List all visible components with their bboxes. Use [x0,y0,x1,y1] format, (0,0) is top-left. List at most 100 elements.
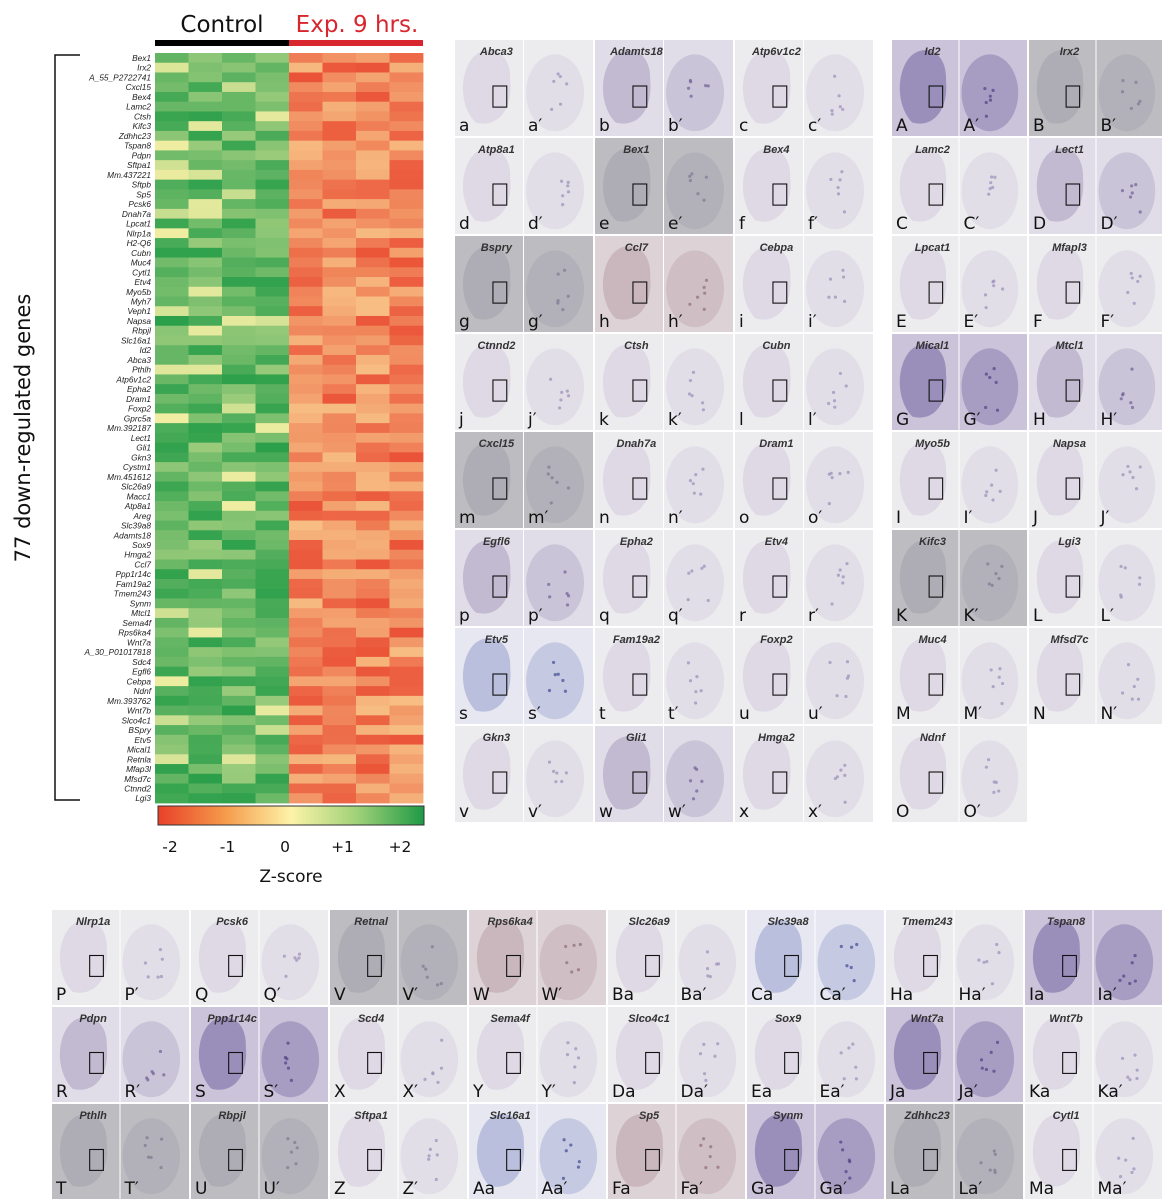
stain-dot [836,192,841,196]
heatmap-cell [322,345,357,356]
stain-dot [1000,564,1004,568]
heatmap-cell [322,617,357,629]
heatmap-cell [188,101,223,112]
heatmap-cell [188,423,223,434]
stain-dot [576,968,581,972]
heatmap-cell [289,569,323,580]
heatmap-cell [389,481,424,492]
stain-dot [991,498,995,502]
stain-dot [285,1057,289,1061]
panel-letter-prime: d′ [528,214,543,234]
stain-dot [159,1137,164,1141]
embryo-shape [1032,1017,1081,1090]
heatmap-cell [155,247,189,258]
stain-dot [690,569,694,573]
heatmap-cell [255,315,290,327]
tissue-shape [526,642,585,720]
heatmap-cell [222,569,256,580]
stain-dot [556,72,560,76]
panel-letter-prime: M′ [964,704,983,724]
stain-dot [838,178,842,182]
heatmap-cell [255,598,290,609]
embryo-shape [462,736,511,810]
heatmap-cell [356,238,390,249]
zoom-box [1065,575,1081,598]
heatmap-cell [188,725,223,736]
heatmap-cell [389,520,424,531]
heatmap-cell [356,569,390,580]
stain-dot [1135,1076,1139,1081]
heatmap-cell [322,754,357,765]
heatmap-cell [222,228,256,239]
heatmap-cell [188,403,223,414]
heatmap-cell [255,510,290,521]
heatmap-cell [255,462,290,473]
heatmap-cell [188,666,223,677]
stain-dot [555,480,559,484]
heatmap-cell [289,764,323,775]
stain-dot [688,479,693,483]
stain-dot [984,372,988,376]
heatmap-cell [222,773,256,784]
heatmap-cell [188,62,223,73]
panel-letter-prime: Y′ [541,1082,556,1102]
heatmap-cell [356,169,390,181]
heatmap-cell [188,608,223,619]
panel-letter-prime: x′ [808,802,822,822]
heatmap-cell [222,267,256,278]
heatmap-cell [222,199,256,210]
heatmap-cell [289,588,323,599]
heatmap-cell [389,393,424,405]
heatmap-cell [289,549,323,560]
embryo-shape [59,1114,108,1187]
stain-dot [843,763,847,767]
stain-dot [995,408,1000,412]
heatmap-cell [389,257,424,268]
stain-dot [696,192,700,196]
stain-dot [986,562,990,566]
heatmap-cell [389,354,424,366]
stain-dot [1129,106,1133,111]
heatmap-cell [389,345,424,356]
stain-dot [849,945,854,949]
panel-gene-label: Cubn [762,340,790,352]
zoom-box [89,1051,104,1074]
heatmap-cell [289,169,323,181]
heatmap-cell [255,773,290,784]
heatmap-cell [322,306,357,317]
embryo-shape [462,540,511,614]
heatmap-cell [255,423,290,434]
stain-dot [835,694,839,698]
gene-label: Mfap3l [126,764,152,774]
zoom-box [492,771,508,794]
heatmap-cell [356,325,390,336]
gene-label: Wnt7b [127,706,151,716]
gene-label: Cxcl15 [126,82,152,92]
colorbar-tick-label: -2 [162,838,177,856]
stain-dot [843,299,847,303]
stain-dot [705,967,710,971]
stain-dot [566,394,571,398]
heatmap-cell [389,491,424,502]
stain-dot [854,1077,858,1081]
stain-dot [688,679,693,683]
heatmap-cell [188,354,223,366]
panel-gene-label: Sema4f [491,1013,531,1025]
stain-dot [286,1165,290,1170]
colorbar-title: Z-score [259,867,322,887]
tissue-shape [400,1021,459,1098]
zoom-box [632,281,648,304]
heatmap-cell [255,140,290,151]
stain-dot [691,370,696,374]
gene-label: Sftpb [132,180,152,190]
stain-dot [560,390,564,394]
heatmap-cell [356,228,390,239]
embryo-shape [476,920,525,993]
stain-dot [564,944,568,949]
panel-letter: t [599,704,606,724]
zoom-box [506,1051,521,1074]
embryo-shape [337,1114,386,1187]
stain-dot [550,107,554,111]
stain-dot [838,105,842,109]
stain-dot [1136,279,1140,284]
